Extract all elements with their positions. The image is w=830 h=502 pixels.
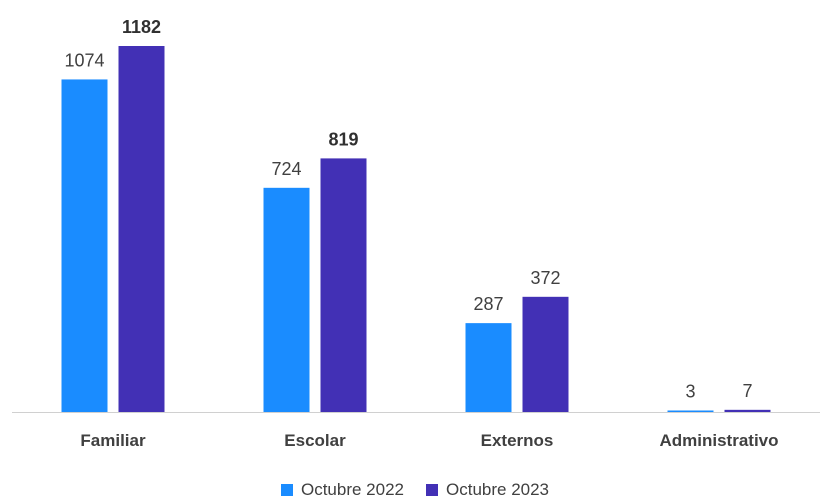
- bar-externos-series-1: [465, 323, 512, 412]
- bar-administrativo-series-1: [667, 410, 714, 412]
- data-label-administrativo-series-2: 7: [742, 381, 752, 401]
- data-label-escolar-series-2: 819: [328, 129, 358, 149]
- data-label-externos-series-2: 372: [530, 268, 560, 288]
- data-label-externos-series-1: 287: [473, 294, 503, 314]
- legend-item-series-2: Octubre 2023: [426, 480, 549, 500]
- legend: Octubre 2022 Octubre 2023: [0, 480, 830, 500]
- x-tick-label-familiar: Familiar: [80, 431, 146, 450]
- bar-escolar-series-1: [263, 187, 310, 412]
- data-label-escolar-series-1: 724: [271, 159, 301, 179]
- legend-label-series-2: Octubre 2023: [446, 480, 550, 499]
- bar-administrativo-series-2: [724, 409, 771, 412]
- legend-item-series-1: Octubre 2022: [280, 480, 404, 500]
- bar-escolar-series-2: [320, 158, 367, 412]
- legend-swatch-series-2: [426, 484, 438, 496]
- data-label-familiar-series-2: 1182: [122, 17, 161, 37]
- bar-externos-series-2: [522, 296, 569, 412]
- bar-familiar-series-2: [118, 46, 165, 412]
- bar-familiar-series-1: [61, 79, 108, 413]
- x-tick-label-administrativo: Administrativo: [659, 431, 778, 450]
- bar-chart: 1074 1182 Familiar 724 819 Escolar 287 372 Exter…: [12, 17, 820, 450]
- x-tick-label-escolar: Escolar: [284, 431, 346, 450]
- data-label-familiar-series-1: 1074: [64, 50, 104, 70]
- legend-label-series-1: Octubre 2022: [300, 480, 404, 499]
- legend-swatch-series-1: [280, 484, 293, 496]
- x-tick-label-externos: Externos: [481, 431, 554, 450]
- data-label-administrativo-series-1: 3: [685, 382, 695, 402]
